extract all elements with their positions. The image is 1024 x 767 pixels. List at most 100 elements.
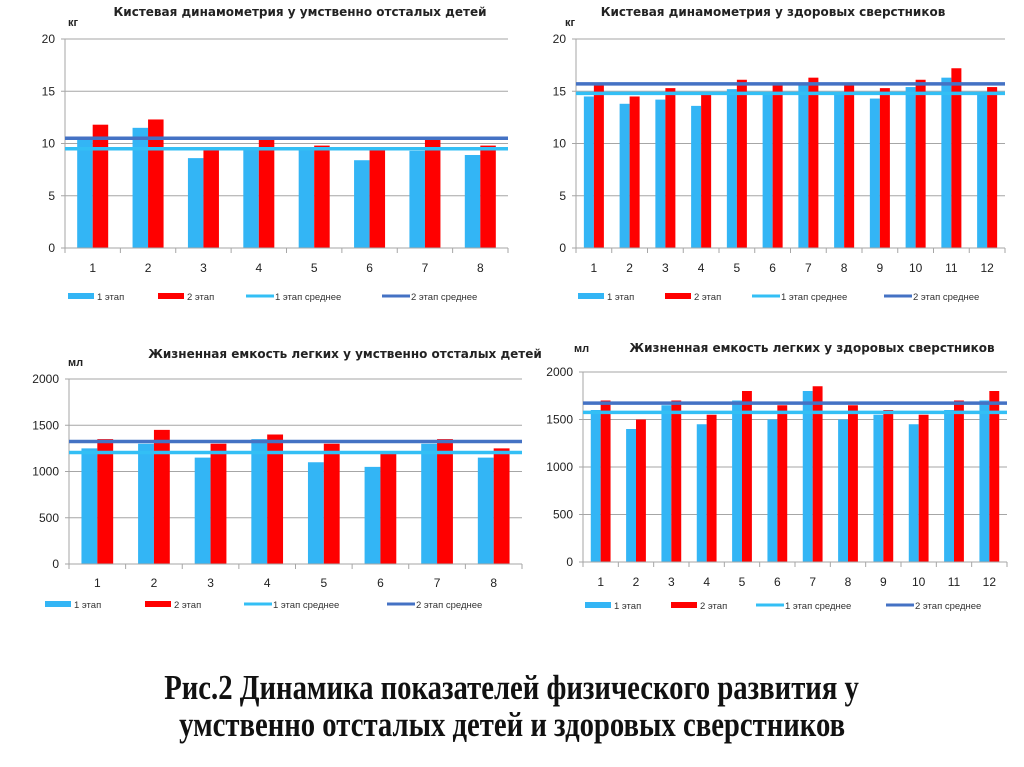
figure-caption-line-2: умственно отсталых детей и здоровых свер… — [0, 705, 1024, 745]
x-tick-label: 3 — [207, 576, 214, 590]
chart-2: Кистевая динамометрия у здоровых сверстн… — [553, 5, 1006, 303]
bar-stage-2 — [736, 79, 747, 248]
legend-label: 2 этап — [187, 292, 214, 303]
bar-stage-2 — [665, 88, 676, 249]
x-tick-label: 7 — [809, 575, 816, 589]
bar-stage-1 — [590, 410, 601, 562]
bar-stage-1 — [655, 99, 666, 248]
bar-stage-2 — [812, 386, 823, 562]
legend: 1 этап 2 этап 1 этап среднее 2 этап среднее — [68, 292, 477, 303]
bar-stage-2 — [701, 94, 712, 248]
bar-stage-1 — [626, 429, 636, 562]
bar-stage-2 — [437, 439, 453, 564]
bar-stage-2 — [493, 448, 510, 564]
y-tick-label: 0 — [48, 241, 55, 255]
legend-swatch — [145, 601, 171, 607]
legend-label: 2 этап среднее — [913, 292, 979, 303]
x-tick-label: 4 — [255, 261, 262, 275]
bar-stage-2 — [777, 405, 788, 562]
x-tick-label: 8 — [841, 261, 848, 275]
x-tick-label: 2 — [626, 261, 633, 275]
y-tick-label: 20 — [42, 32, 56, 46]
bar-stage-1 — [81, 448, 98, 564]
x-tick-label: 6 — [366, 261, 373, 275]
bar-stage-1 — [138, 443, 154, 564]
legend-label: 2 этап среднее — [416, 600, 482, 611]
legend-label: 1 этап — [607, 292, 634, 303]
bar-stage-2 — [954, 400, 964, 562]
y-tick-label: 5 — [559, 189, 566, 203]
bar-stage-1 — [583, 96, 594, 248]
legend-label: 2 этап — [174, 600, 201, 611]
x-tick-label: 4 — [703, 575, 710, 589]
x-tick-label: 5 — [734, 261, 741, 275]
x-tick-label: 5 — [311, 261, 318, 275]
x-tick-label: 4 — [698, 261, 705, 275]
x-tick-label: 7 — [422, 261, 429, 275]
bar-stage-2 — [671, 400, 682, 562]
bar-stage-2 — [915, 79, 926, 248]
bar-stage-2 — [92, 124, 109, 248]
bar-stage-1 — [979, 400, 990, 562]
bar-stage-2 — [848, 405, 858, 562]
bar-stage-2 — [153, 429, 170, 564]
x-tick-label: 3 — [200, 261, 207, 275]
y-tick-label: 15 — [553, 84, 567, 98]
legend-label: 2 этап — [694, 292, 721, 303]
legend-swatch — [158, 293, 184, 299]
y-tick-label: 0 — [52, 557, 59, 571]
bar-stage-1 — [194, 457, 211, 564]
chart-3: Жизненная емкость легких у умственно отс… — [32, 347, 542, 611]
y-axis-unit: кг — [68, 17, 79, 29]
bar-stage-1 — [726, 89, 737, 248]
bar-stage-1 — [421, 443, 438, 564]
y-tick-label: 1500 — [546, 413, 573, 427]
chart-title: Кистевая динамометрия у умственно отстал… — [113, 5, 486, 19]
y-tick-label: 1000 — [546, 460, 573, 474]
caption-text-2: умственно отсталых детей и здоровых свер… — [178, 705, 845, 744]
legend-label: 1 этап среднее — [785, 601, 851, 612]
legend-label: 2 этап — [700, 601, 727, 612]
legend-label: 1 этап среднее — [781, 292, 847, 303]
bar-stage-1 — [477, 457, 494, 564]
bar-stage-1 — [409, 150, 425, 248]
legend-label: 1 этап среднее — [273, 600, 339, 611]
bar-stage-1 — [834, 92, 845, 248]
bar-stage-1 — [243, 147, 259, 248]
bar-stage-1 — [364, 466, 381, 564]
bar-stage-1 — [354, 160, 370, 248]
bar-stage-1 — [77, 139, 93, 248]
bar-stage-2 — [808, 77, 819, 248]
bar-stage-2 — [918, 414, 929, 562]
chart-1: Кистевая динамометрия у умственно отстал… — [42, 5, 509, 303]
legend-label: 1 этап — [74, 600, 101, 611]
bar-stage-1 — [661, 405, 672, 562]
bar-stage-1 — [838, 419, 848, 562]
bar-stage-1 — [798, 82, 809, 248]
x-tick-label: 8 — [490, 576, 497, 590]
bar-stage-2 — [951, 68, 962, 248]
bar-stage-2 — [883, 410, 894, 562]
bar-stage-2 — [148, 119, 164, 248]
bar-stage-1 — [187, 158, 204, 248]
x-tick-label: 2 — [633, 575, 640, 589]
bar-stage-2 — [380, 453, 397, 564]
bar-stage-2 — [879, 88, 890, 249]
legend-swatch — [585, 602, 611, 608]
bar-stage-1 — [732, 400, 742, 562]
caption-text-1: Рис.2 Динамика показателей физического р… — [164, 668, 860, 707]
bar-stage-1 — [873, 414, 884, 562]
y-tick-label: 0 — [566, 555, 573, 569]
legend-label: 1 этап среднее — [275, 292, 341, 303]
legend: 1 этап 2 этап 1 этап среднее 2 этап среднее — [578, 292, 979, 303]
x-tick-label: 9 — [877, 261, 884, 275]
y-tick-label: 1000 — [32, 465, 59, 479]
chart-title: Жизненная емкость легких у умственно отс… — [148, 347, 542, 361]
y-tick-label: 5 — [48, 189, 55, 203]
bar-stage-2 — [742, 391, 752, 562]
y-tick-label: 20 — [553, 32, 567, 46]
x-tick-label: 7 — [434, 576, 441, 590]
bar-stage-1 — [762, 92, 773, 248]
bar-stage-2 — [210, 443, 227, 564]
